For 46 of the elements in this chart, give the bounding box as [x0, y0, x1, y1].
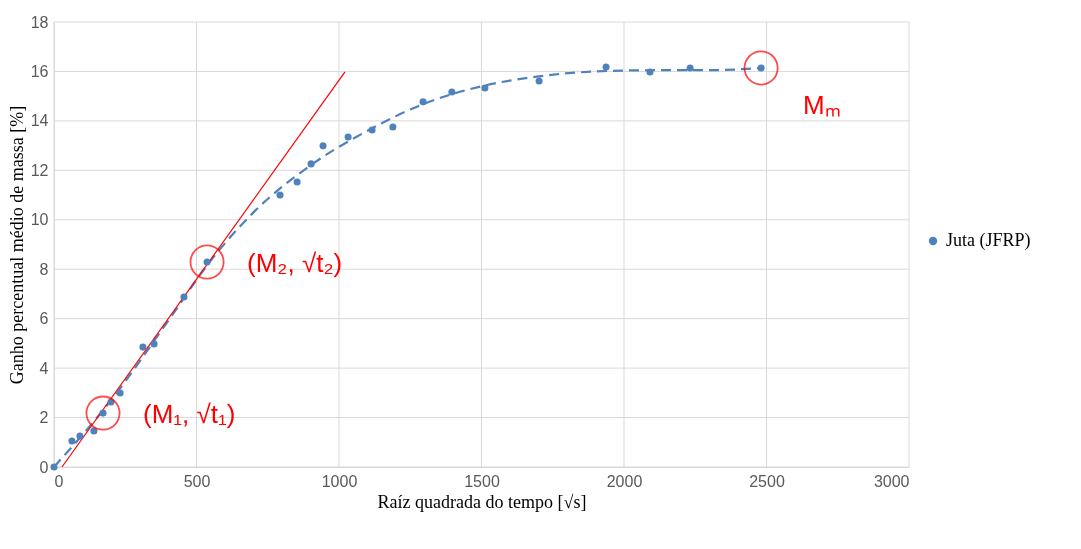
x-axis-title: Raíz quadrada do tempo [√s]	[377, 491, 587, 512]
point	[76, 432, 84, 440]
y-axis-title: Ganho percentual médio de massa [%]	[6, 105, 27, 385]
y-tick-label: 2	[39, 409, 49, 427]
y-tick-label: 0	[39, 458, 49, 476]
point	[139, 343, 147, 351]
x-tick-label: 2500	[749, 472, 785, 490]
x-tick-label: 1000	[321, 472, 358, 490]
point	[686, 64, 694, 72]
point	[757, 64, 765, 72]
point	[535, 77, 543, 85]
point	[448, 88, 456, 96]
x-tick-label: 500	[183, 472, 211, 490]
point	[368, 126, 376, 134]
annotation: Mₘ	[803, 89, 841, 120]
point	[276, 191, 284, 199]
point	[150, 340, 158, 348]
point	[293, 178, 301, 186]
point	[50, 463, 58, 471]
y-tick-label: 14	[30, 112, 49, 130]
y-tick-label: 8	[39, 260, 49, 278]
x-tick-label: 3000	[873, 472, 910, 490]
x-tick-label: 0	[54, 472, 64, 490]
y-tick-label: 10	[30, 211, 49, 229]
point	[90, 427, 98, 435]
point	[180, 293, 188, 301]
legend-label: Juta (JFRP)	[946, 230, 1031, 251]
y-tick-label: 6	[39, 310, 49, 328]
x-tick-label: 2000	[606, 472, 643, 490]
point	[344, 133, 352, 141]
y-tick-label: 16	[30, 62, 49, 80]
point	[419, 98, 427, 106]
annotation: (M₁, √t₁)	[143, 399, 236, 430]
y-tick-label: 18	[30, 13, 49, 31]
point	[646, 68, 654, 76]
point	[602, 63, 610, 71]
point	[319, 142, 327, 150]
y-tick-label: 12	[30, 161, 49, 179]
x-tick-label: 1500	[464, 472, 500, 490]
point	[68, 437, 76, 445]
point	[389, 123, 397, 131]
annotation: (M₂, √t₂)	[247, 248, 343, 279]
point	[481, 84, 489, 92]
y-tick-label: 4	[39, 359, 49, 377]
point	[307, 160, 315, 168]
point	[116, 389, 124, 397]
